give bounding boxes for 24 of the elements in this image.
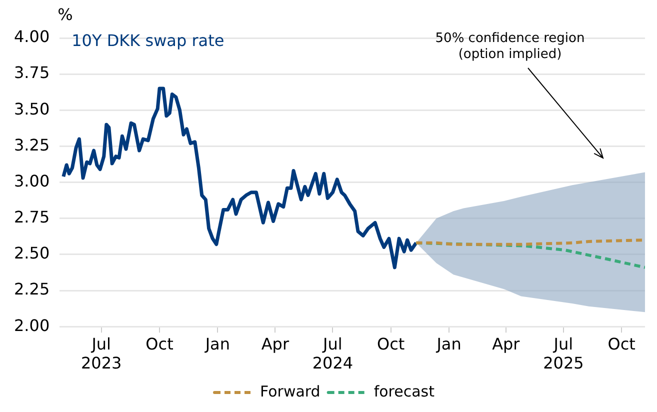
y-tick-label: 4.00: [14, 27, 50, 46]
x-tick-label: Jan: [436, 334, 462, 354]
y-axis-title: %: [58, 5, 73, 24]
y-tick-label: 2.25: [14, 280, 50, 299]
x-tick-label: Jul 2024: [312, 334, 354, 373]
x-tick-label: Oct: [608, 334, 636, 354]
x-tick-label: Oct: [377, 334, 405, 354]
y-tick-label: 3.75: [14, 63, 50, 82]
y-tick-label: 2.00: [14, 316, 50, 335]
y-tick-label: 3.50: [14, 99, 50, 118]
chart-title: 10Y DKK swap rate: [72, 31, 224, 50]
y-tick-label: 3.00: [14, 171, 50, 190]
x-tick-label: Oct: [146, 334, 174, 354]
x-tick-label: Jan: [204, 334, 230, 354]
annotation: 50% confidence region (option implied): [435, 30, 585, 62]
x-tick-label: Jul 2025: [543, 334, 584, 373]
y-tick-label: 2.75: [14, 208, 50, 227]
x-tick-label: Jul 2023: [80, 334, 122, 373]
y-tick-label: 2.50: [14, 244, 50, 263]
y-tick-label: 3.25: [14, 135, 50, 154]
x-tick-label: Apr: [261, 334, 290, 354]
legend-label: forecast: [374, 382, 435, 400]
legend-label: Forward: [260, 382, 320, 400]
x-tick-label: Apr: [492, 334, 520, 354]
